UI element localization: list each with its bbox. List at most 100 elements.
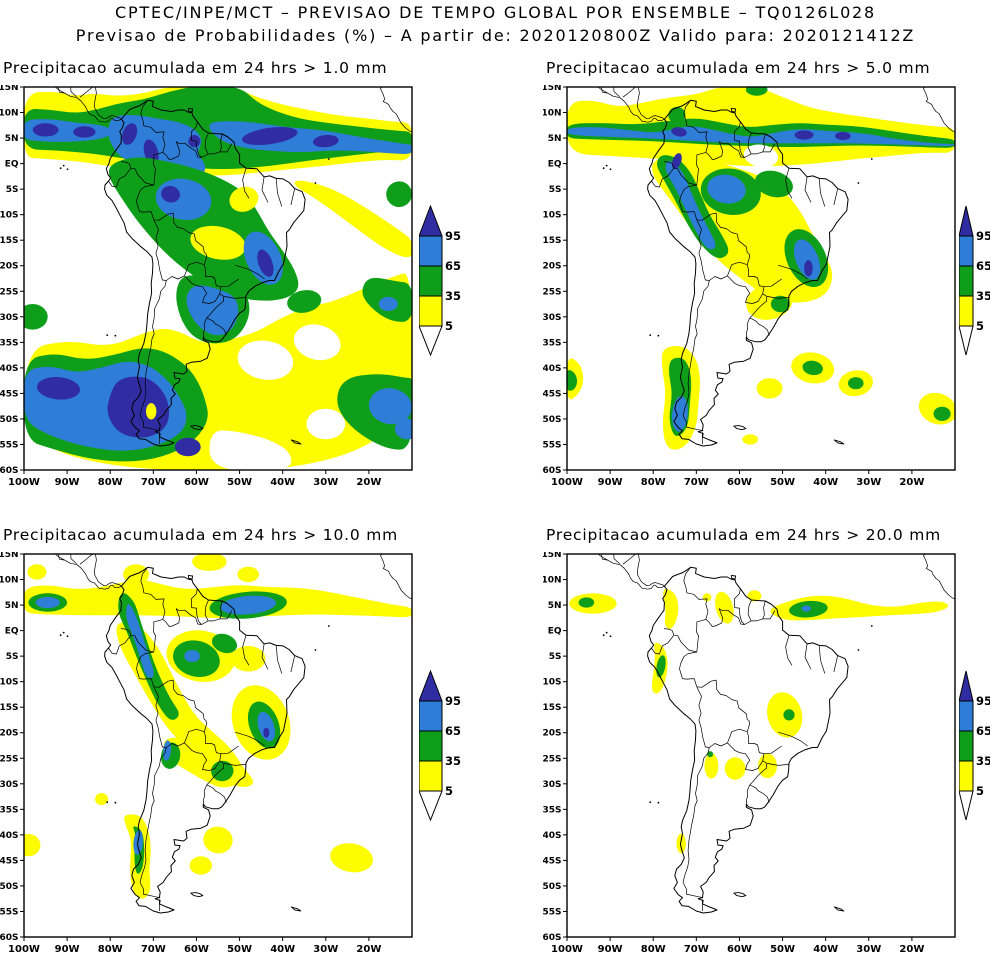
svg-text:40S: 40S: [543, 831, 562, 841]
svg-text:30W: 30W: [313, 944, 338, 955]
svg-text:70W: 70W: [684, 944, 709, 955]
svg-text:70W: 70W: [684, 477, 709, 488]
svg-text:40S: 40S: [543, 364, 562, 374]
svg-text:90W: 90W: [598, 477, 623, 488]
svg-text:15S: 15S: [0, 236, 19, 246]
svg-text:35: 35: [445, 289, 461, 303]
svg-text:100W: 100W: [551, 944, 583, 955]
svg-text:50S: 50S: [543, 415, 562, 425]
svg-text:90W: 90W: [55, 944, 80, 955]
svg-text:20W: 20W: [356, 477, 381, 488]
svg-text:65: 65: [445, 724, 461, 738]
svg-text:20S: 20S: [543, 729, 562, 739]
svg-text:35S: 35S: [0, 805, 19, 815]
svg-text:100W: 100W: [551, 477, 583, 488]
geography-layer: [597, 554, 955, 914]
svg-text:30W: 30W: [856, 477, 881, 488]
svg-text:5: 5: [976, 784, 984, 798]
map-panel-4: 15N 10N 5N EQ 5S 10S 15S 20S 25S 30S 35S 40S 45S 50S 5…: [543, 552, 956, 955]
svg-text:5: 5: [445, 319, 453, 333]
svg-text:20W: 20W: [899, 477, 924, 488]
svg-text:15N: 15N: [543, 85, 562, 93]
geography-layer: [597, 87, 955, 447]
svg-text:50W: 50W: [770, 477, 795, 488]
svg-text:45S: 45S: [0, 856, 19, 866]
svg-text:65: 65: [976, 259, 990, 273]
svg-text:30W: 30W: [856, 944, 881, 955]
svg-text:10N: 10N: [0, 576, 19, 586]
svg-text:80W: 80W: [98, 944, 123, 955]
svg-text:25S: 25S: [543, 287, 562, 297]
svg-text:30S: 30S: [543, 313, 562, 323]
figure-subtitle: Previsao de Probabilidades (%) – A parti…: [75, 26, 916, 45]
svg-text:25S: 25S: [0, 754, 19, 764]
svg-text:25S: 25S: [543, 754, 562, 764]
svg-text:40W: 40W: [270, 944, 295, 955]
svg-text:5N: 5N: [548, 601, 562, 611]
svg-text:20W: 20W: [899, 944, 924, 955]
map-panel-3: 15N 10N 5N EQ 5S 10S 15S 20S 25S 30S 35S 40S 45S 50S 5…: [0, 552, 413, 955]
svg-text:55S: 55S: [543, 907, 562, 917]
svg-text:80W: 80W: [98, 477, 123, 488]
contour-layer: [567, 87, 955, 450]
contour-layer: [24, 554, 412, 914]
svg-text:5N: 5N: [5, 134, 19, 144]
svg-text:EQ: EQ: [5, 627, 19, 637]
svg-text:65: 65: [976, 724, 990, 738]
svg-text:30S: 30S: [0, 780, 19, 790]
svg-text:30S: 30S: [0, 313, 19, 323]
svg-text:60W: 60W: [727, 944, 752, 955]
svg-text:60W: 60W: [727, 477, 752, 488]
svg-text:15S: 15S: [543, 236, 562, 246]
svg-text:10S: 10S: [543, 678, 562, 688]
svg-text:35: 35: [976, 754, 990, 768]
svg-text:100W: 100W: [8, 477, 40, 488]
svg-text:95: 95: [445, 229, 461, 243]
colorbar-2: 95 65 35 5: [959, 205, 990, 356]
svg-text:60S: 60S: [0, 933, 19, 943]
svg-text:95: 95: [976, 694, 990, 708]
svg-text:55S: 55S: [543, 440, 562, 450]
map-panel-2: 15N 10N 5N EQ 5S 10S 15S 20S 25S 30S 35S 40S 45S 50S 5…: [543, 85, 956, 488]
svg-text:45S: 45S: [543, 856, 562, 866]
svg-text:5: 5: [976, 319, 984, 333]
svg-text:40S: 40S: [0, 364, 19, 374]
svg-text:20S: 20S: [0, 262, 19, 272]
svg-text:5: 5: [445, 784, 453, 798]
svg-text:5N: 5N: [548, 134, 562, 144]
svg-text:55S: 55S: [0, 907, 19, 917]
svg-text:100W: 100W: [8, 944, 40, 955]
svg-text:70W: 70W: [141, 944, 166, 955]
svg-text:20S: 20S: [0, 729, 19, 739]
svg-text:40W: 40W: [270, 477, 295, 488]
contour-layer: [24, 87, 412, 470]
svg-text:10S: 10S: [0, 211, 19, 221]
svg-text:5S: 5S: [6, 185, 19, 195]
colorbar-4: 95 65 35 5: [959, 670, 990, 821]
svg-text:60W: 60W: [184, 944, 209, 955]
svg-text:35: 35: [976, 289, 990, 303]
svg-text:95: 95: [976, 229, 990, 243]
svg-text:50S: 50S: [0, 415, 19, 425]
svg-text:20S: 20S: [543, 262, 562, 272]
svg-text:40W: 40W: [813, 477, 838, 488]
svg-text:EQ: EQ: [548, 160, 562, 170]
svg-text:35S: 35S: [543, 805, 562, 815]
svg-text:60S: 60S: [543, 933, 562, 943]
svg-text:65: 65: [445, 259, 461, 273]
svg-text:15N: 15N: [0, 552, 19, 560]
svg-text:EQ: EQ: [548, 627, 562, 637]
svg-text:50S: 50S: [543, 882, 562, 892]
svg-text:5S: 5S: [549, 652, 562, 662]
svg-text:10N: 10N: [543, 576, 562, 586]
geography-layer: [54, 87, 412, 447]
svg-text:50W: 50W: [770, 944, 795, 955]
svg-text:10N: 10N: [543, 109, 562, 119]
svg-text:35S: 35S: [543, 338, 562, 348]
svg-text:90W: 90W: [598, 944, 623, 955]
svg-text:EQ: EQ: [5, 160, 19, 170]
panel-2-title: Precipitacao acumulada em 24 hrs > 5.0 m…: [546, 59, 931, 77]
panel-4-title: Precipitacao acumulada em 24 hrs > 20.0 …: [546, 526, 942, 544]
svg-text:10S: 10S: [543, 211, 562, 221]
svg-text:60S: 60S: [543, 466, 562, 476]
